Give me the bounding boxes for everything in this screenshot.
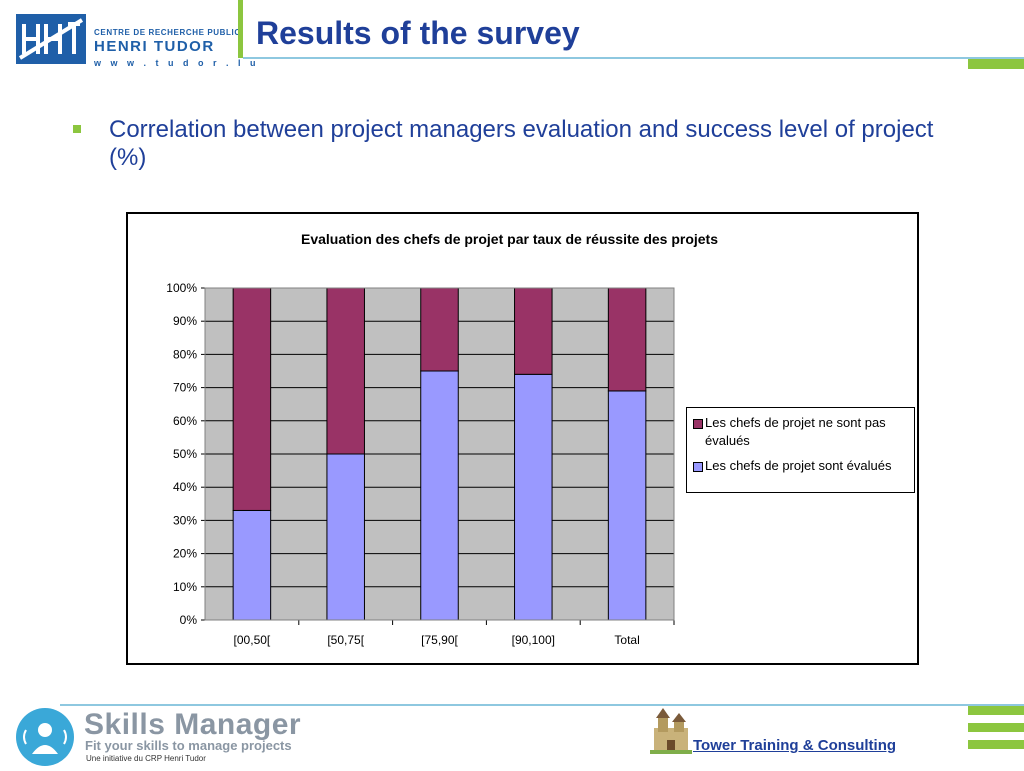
bar-segment-not-evaluated	[326, 287, 365, 455]
tudor-logo-text: CENTRE DE RECHERCHE PUBLIC HENRI TUDOR w…	[94, 28, 259, 68]
footer-accent-bar	[968, 740, 1024, 749]
footer-accent-bar	[968, 706, 1024, 715]
bar-segment-evaluated	[420, 370, 459, 621]
footer-accent-bars	[968, 706, 1024, 757]
x-tick-label: Total	[614, 633, 639, 647]
chart-title: Evaluation des chefs de projet par taux …	[301, 231, 718, 247]
y-tick-label: 30%	[173, 513, 197, 527]
bullet-text: Correlation between project managers eva…	[109, 116, 934, 171]
y-tick-label: 0%	[180, 613, 198, 627]
castle-icon	[650, 708, 692, 754]
x-tick-label: [90,100]	[512, 633, 555, 647]
skills-manager-initiative: Une initiative du CRP Henri Tudor	[86, 754, 206, 763]
legend-label-evaluated: Les chefs de projet sont évalués	[705, 458, 892, 473]
bar-segment-evaluated	[326, 453, 365, 621]
legend-swatch-not-evaluated	[693, 419, 703, 429]
y-tick-label: 20%	[173, 547, 197, 561]
footer-rule	[60, 704, 1024, 706]
skills-manager-title: Skills Manager	[84, 708, 302, 741]
legend-label-not-evaluated: Les chefs de projet ne sont pas évalués	[705, 415, 886, 448]
logo-small-text: CENTRE DE RECHERCHE PUBLIC	[94, 28, 241, 37]
y-tick-label: 80%	[173, 347, 197, 361]
logo-url: w w w . t u d o r . l u	[94, 58, 259, 68]
bar-segment-not-evaluated	[232, 287, 272, 511]
y-tick-label: 70%	[173, 381, 197, 395]
header-accent	[968, 59, 1024, 69]
bar-segment-evaluated	[232, 509, 272, 621]
bar-segment-evaluated	[607, 390, 647, 621]
tudor-logo-icon	[16, 14, 86, 64]
bullet-marker	[73, 125, 81, 133]
x-tick-label: [00,50[	[234, 633, 271, 647]
legend-swatch-evaluated	[693, 462, 703, 472]
y-tick-label: 60%	[173, 414, 197, 428]
y-tick-label: 90%	[173, 314, 197, 328]
logo-big-text: HENRI TUDOR	[94, 38, 215, 55]
x-tick-label: [75,90[	[421, 633, 458, 647]
plot-border	[204, 287, 675, 621]
y-tick-label: 100%	[166, 281, 197, 295]
chart-svg: Evaluation des chefs de projet par taux …	[166, 231, 718, 647]
chart-container: Evaluation des chefs de projet par taux …	[126, 212, 919, 665]
bar-segment-evaluated	[514, 373, 553, 621]
header-divider	[238, 0, 243, 58]
header-rule	[243, 57, 1024, 59]
skills-manager-subtitle: Fit your skills to manage projects	[85, 738, 292, 753]
y-tick-label: 10%	[173, 580, 197, 594]
footer-accent-bar	[968, 723, 1024, 732]
page-title: Results of the survey	[256, 15, 580, 51]
y-tick-label: 40%	[173, 480, 197, 494]
bar-segment-not-evaluated	[420, 287, 459, 372]
chart-legend: Les chefs de projet ne sont pas évalués …	[686, 407, 915, 493]
skills-manager-logo-icon	[16, 708, 74, 766]
y-tick-label: 50%	[173, 447, 197, 461]
bar-segment-not-evaluated	[607, 287, 647, 392]
x-tick-label: [50,75[	[327, 633, 364, 647]
bar-segment-not-evaluated	[514, 287, 553, 375]
tower-training-consulting-logo: Tower Training & Consulting	[693, 737, 897, 754]
